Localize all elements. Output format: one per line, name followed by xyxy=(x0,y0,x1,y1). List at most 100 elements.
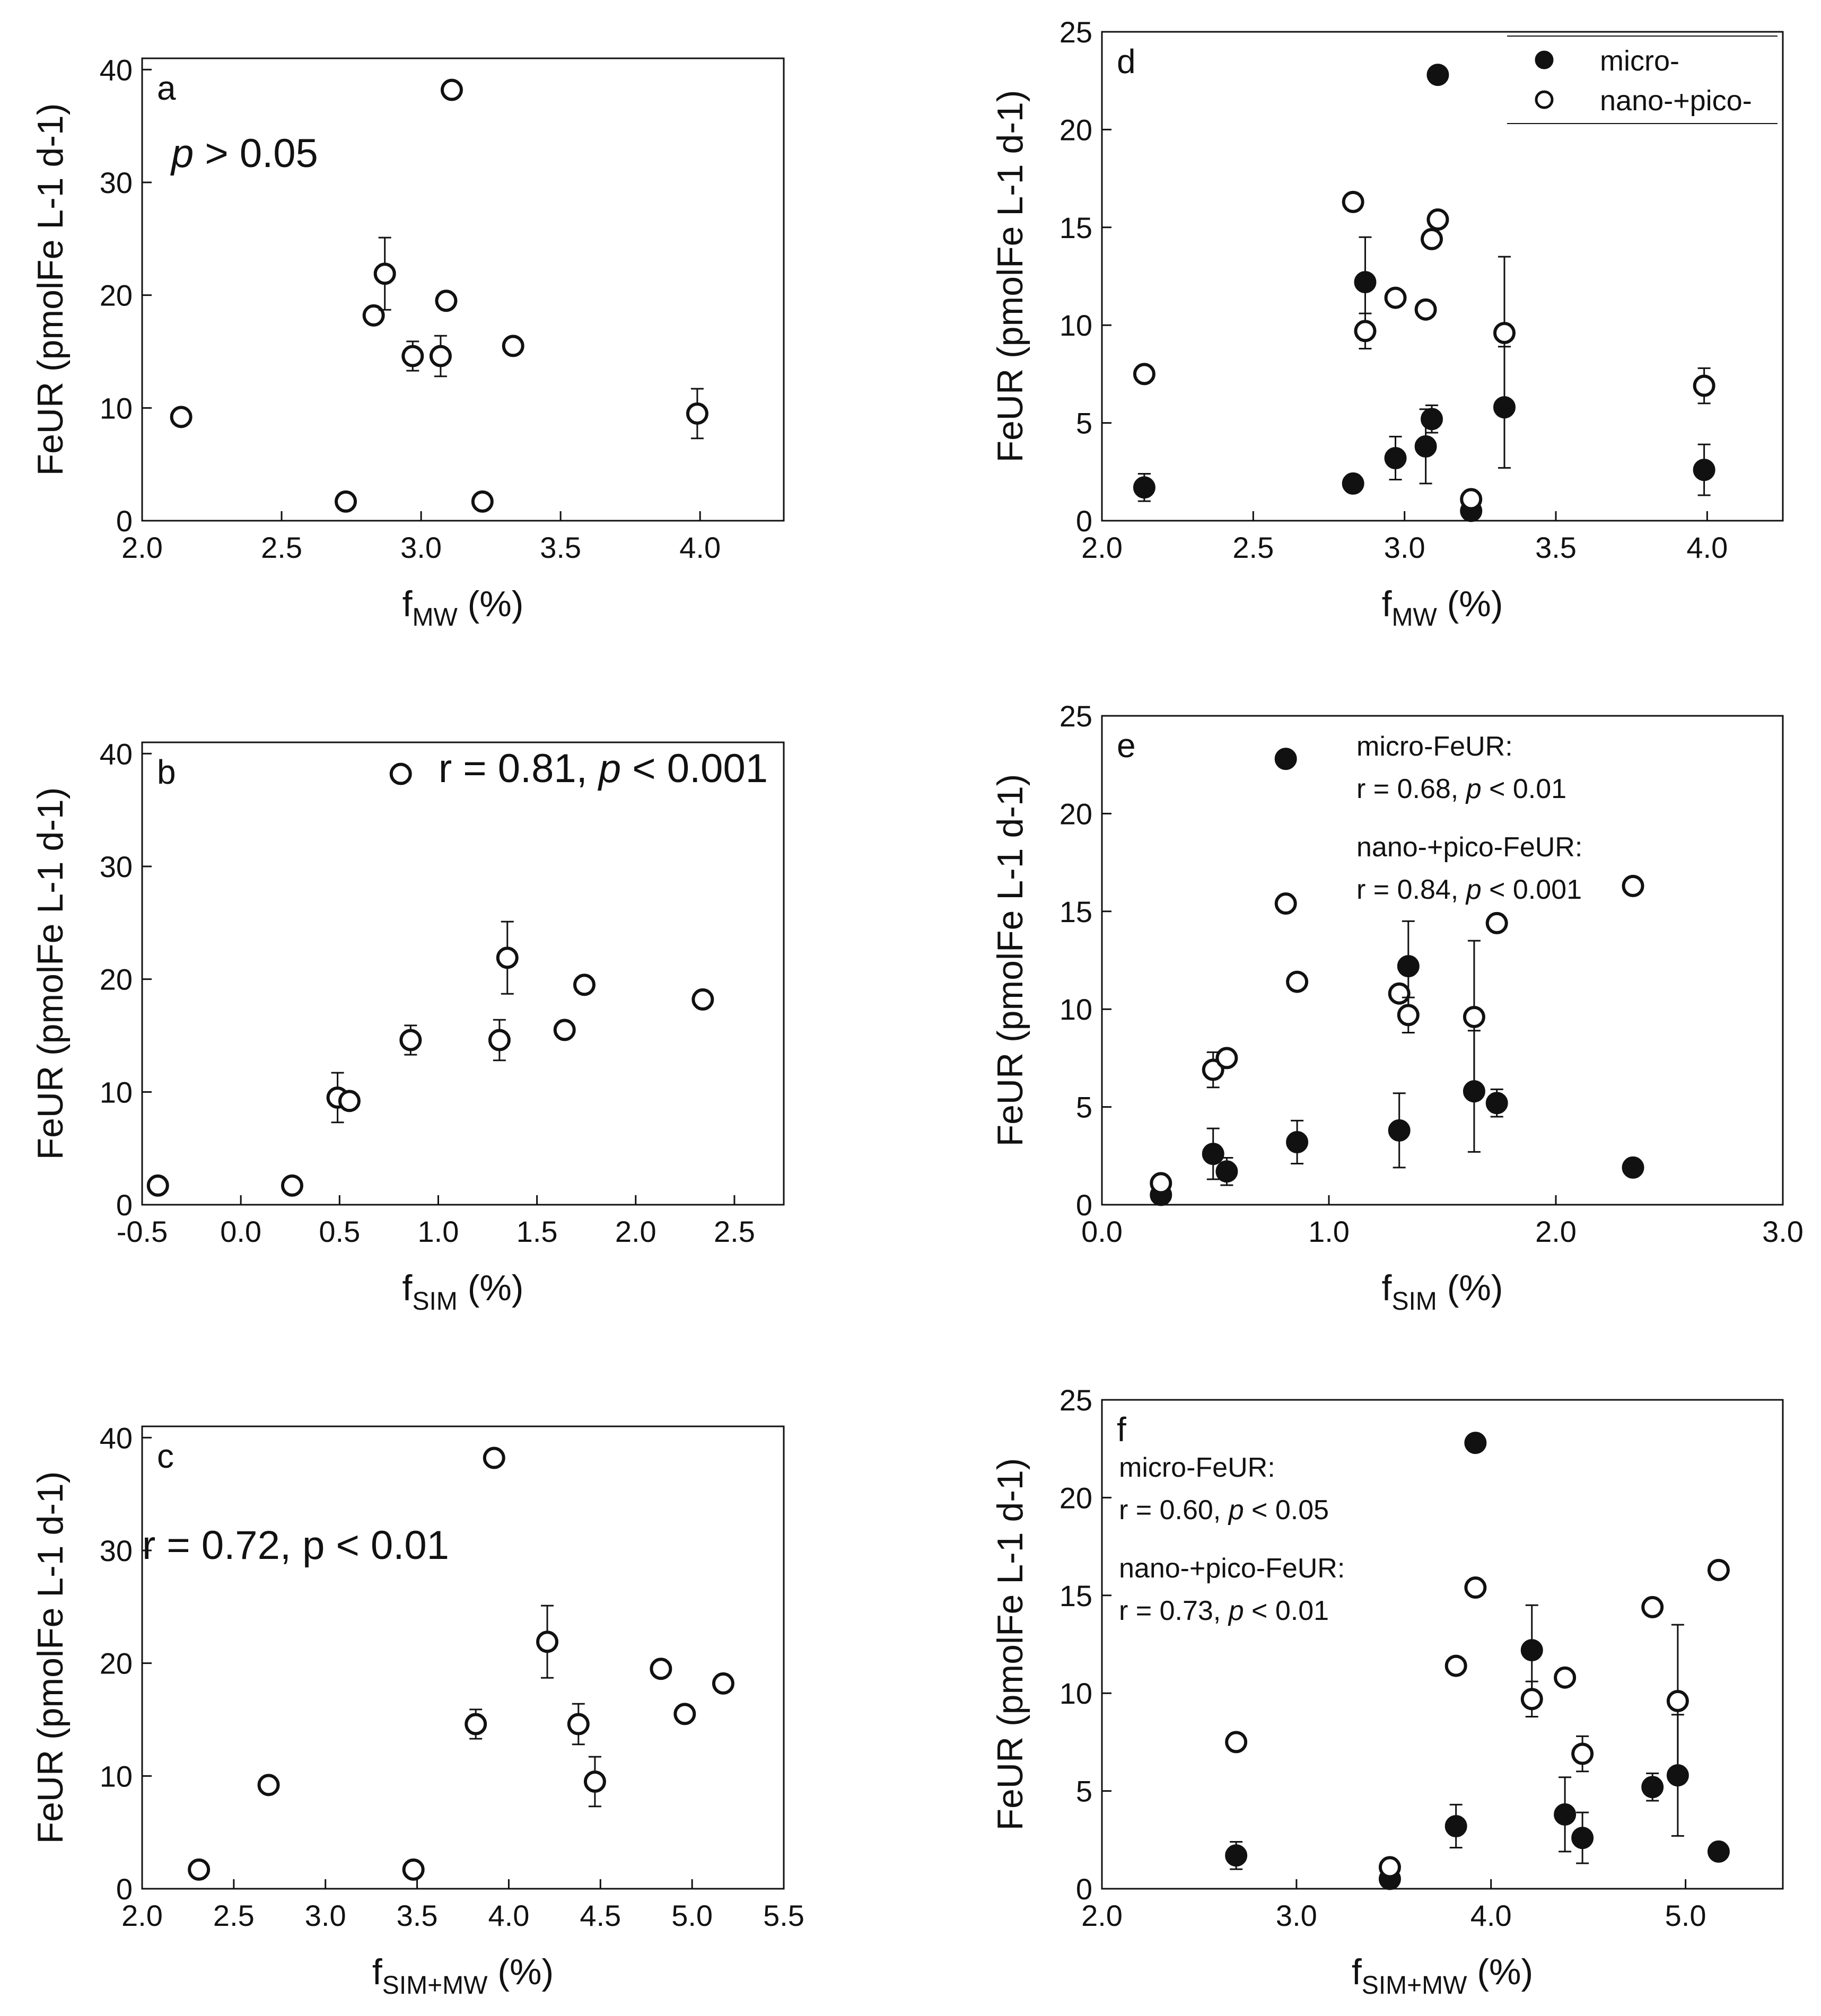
x-tick-label: 0.0 xyxy=(1081,1215,1123,1248)
data-point-open xyxy=(1388,982,1411,1005)
data-point-filled xyxy=(1388,1119,1411,1142)
x-tick-label: 4.0 xyxy=(1686,531,1728,564)
data-point-open xyxy=(1215,1047,1238,1070)
y-tick-label: 30 xyxy=(100,1534,133,1567)
x-tick-label: 4.5 xyxy=(580,1899,621,1932)
panel-label: f xyxy=(1117,1410,1126,1449)
data-point-open xyxy=(1225,1731,1248,1754)
x-tick-label: 2.5 xyxy=(213,1899,255,1932)
y-tick-label: 0 xyxy=(1076,1188,1092,1222)
panel-a: 2.0 2.5 3.0 3.5 4.0 0 10 20 30 40 fMW (%) FeUR (pmo… xyxy=(30,53,785,632)
data-point-filled xyxy=(1571,1827,1594,1850)
data-point-filled xyxy=(1485,1092,1508,1115)
x-tick-label: 1.5 xyxy=(516,1215,558,1248)
stat-annotation-line: r = 0.84, p < 0.001 xyxy=(1356,874,1582,905)
x-axis-title: fSIM+MW (%) xyxy=(1352,1952,1533,2000)
data-point-filled xyxy=(1274,748,1297,770)
data-point-open xyxy=(1463,1005,1485,1028)
stat-annotation: r = 0.72, p < 0.01 xyxy=(142,1523,449,1568)
y-tick-label: 10 xyxy=(1060,993,1092,1026)
stat-annotation-line: r = 0.68, p < 0.01 xyxy=(1356,774,1566,804)
y-tick-label: 25 xyxy=(1060,15,1092,49)
data-point-open xyxy=(402,1858,425,1881)
y-tick-label: 20 xyxy=(100,279,133,312)
data-point-open xyxy=(1286,970,1309,993)
panel-label: c xyxy=(157,1437,174,1475)
data-point-open xyxy=(1666,1689,1689,1712)
data-point-filled xyxy=(1444,1815,1467,1837)
data-point-open xyxy=(389,762,412,785)
x-tick-label: 5.5 xyxy=(763,1899,804,1932)
y-tick-label: 0 xyxy=(1076,504,1092,538)
y-tick-label: 40 xyxy=(100,737,133,770)
data-point-open xyxy=(1571,1742,1594,1765)
data-point-open xyxy=(1426,208,1449,231)
data-point-filled xyxy=(1421,408,1443,431)
data-point-open xyxy=(1342,190,1364,213)
data-point-open xyxy=(1693,374,1715,397)
data-point-filled xyxy=(1414,435,1437,458)
y-tick-label: 30 xyxy=(100,850,133,883)
y-axis-title: FeUR (pmolFe L-1 d-1) xyxy=(30,787,71,1160)
data-point-filled xyxy=(1464,1432,1487,1454)
data-point-open xyxy=(488,1029,511,1051)
data-point-open xyxy=(1202,1058,1224,1081)
stat-annotation-line: nano-+pico-FeUR: xyxy=(1119,1553,1345,1584)
x-axis-title: fMW (%) xyxy=(1382,584,1503,632)
data-point-open xyxy=(401,345,424,367)
x-tick-label: 2.0 xyxy=(1081,1899,1123,1932)
x-tick-label: 2.5 xyxy=(261,531,302,564)
data-point-open xyxy=(1421,227,1443,250)
data-point-open xyxy=(1397,1004,1420,1027)
x-tick-label: 2.5 xyxy=(714,1215,755,1248)
data-point-filled xyxy=(1225,1844,1248,1867)
x-tick-label: 1.0 xyxy=(1308,1215,1350,1248)
y-tick-label: 40 xyxy=(100,1421,133,1454)
y-tick-label: 15 xyxy=(1060,211,1092,244)
x-axis-title: fSIM (%) xyxy=(402,1268,524,1316)
x-tick-label: 3.5 xyxy=(397,1899,438,1932)
data-point-filled xyxy=(1693,459,1715,481)
y-tick-label: 15 xyxy=(1060,895,1092,928)
x-axis-title: fSIM (%) xyxy=(1382,1268,1503,1316)
data-point-filled xyxy=(1342,472,1364,495)
data-point-open xyxy=(496,946,519,969)
stat-annotation-line: micro-FeUR: xyxy=(1119,1452,1275,1483)
data-point-open xyxy=(1485,911,1508,934)
data-point-open xyxy=(440,78,463,101)
x-tick-label: 2.0 xyxy=(615,1215,656,1248)
data-point-open xyxy=(1641,1596,1664,1618)
legend-marker-filled xyxy=(1535,50,1554,69)
data-point-open xyxy=(573,974,596,996)
y-axis-title: FeUR (pmolFe L-1 d-1) xyxy=(30,1471,71,1844)
y-axis-title: FeUR (pmolFe L-1 d-1) xyxy=(990,90,1030,463)
data-point-open xyxy=(362,304,385,327)
stat-annotation-line: r = 0.60, p < 0.05 xyxy=(1119,1495,1329,1526)
panel-f: 2.0 3.0 4.0 5.0 0 5 10 15 20 25 fSIM+MW (%) FeUR (p… xyxy=(990,1383,1784,2000)
y-tick-label: 0 xyxy=(116,1872,133,1906)
data-point-open xyxy=(1493,321,1516,344)
plot-frame xyxy=(1101,715,1784,1206)
plot-frame xyxy=(1101,31,1784,522)
x-tick-label: 2.0 xyxy=(121,1899,163,1932)
x-tick-label: 3.0 xyxy=(1384,531,1425,564)
plot-frame xyxy=(1101,1399,1784,1890)
data-point-filled xyxy=(1554,1803,1577,1826)
stat-annotation: r = 0.81, p < 0.001 xyxy=(439,746,768,791)
x-tick-label: 2.0 xyxy=(1535,1215,1577,1248)
y-axis-title: FeUR (pmolFe L-1 d-1) xyxy=(990,774,1030,1147)
plot-frame xyxy=(141,57,785,522)
data-point-open xyxy=(338,1090,361,1112)
data-point-open xyxy=(686,402,708,425)
data-point-open xyxy=(465,1713,487,1735)
data-point-open xyxy=(691,988,714,1011)
stat-annotation: p > 0.05 xyxy=(170,131,318,176)
x-tick-label: -0.5 xyxy=(117,1215,168,1248)
data-point-open xyxy=(1378,1856,1401,1879)
data-point-filled xyxy=(1641,1776,1664,1799)
y-tick-label: 20 xyxy=(1060,797,1092,830)
data-point-open xyxy=(1460,488,1483,511)
data-point-open xyxy=(1384,286,1407,309)
panel-c: 2.0 2.5 3.0 3.5 4.0 4.5 5.0 5.5 0 10 20 30 40 fSIM+MW… xyxy=(30,1421,804,2000)
data-point-open xyxy=(567,1713,590,1735)
